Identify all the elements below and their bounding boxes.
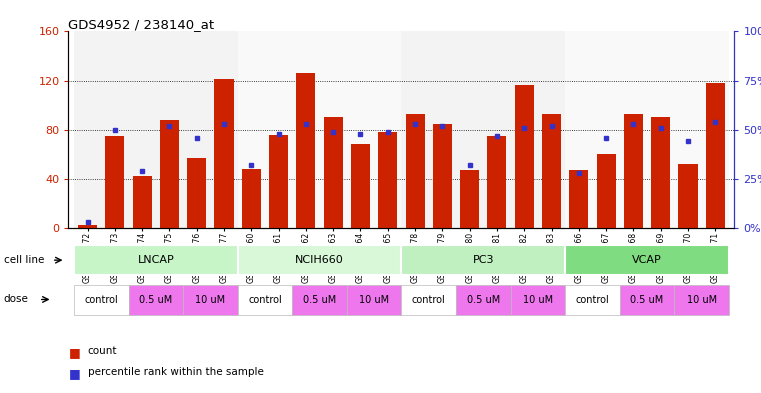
Bar (269, 134, 288, 228)
Text: 10 uM: 10 uM (523, 295, 553, 305)
Bar (105, 136, 125, 228)
Text: NCIH660: NCIH660 (295, 255, 344, 265)
Text: VCAP: VCAP (632, 255, 662, 265)
Bar (160, 120, 179, 228)
Bar (514, 86, 533, 228)
Text: LNCAP: LNCAP (138, 255, 174, 265)
Bar (187, 158, 206, 228)
Bar (183, 285, 237, 315)
Bar (651, 118, 670, 228)
Text: control: control (575, 295, 610, 305)
Bar (378, 132, 397, 228)
Text: control: control (84, 295, 118, 305)
Bar (237, 285, 292, 315)
Bar (565, 285, 619, 315)
Bar (347, 285, 402, 315)
Bar (705, 83, 724, 228)
Bar (74, 31, 237, 228)
Bar (74, 285, 129, 315)
Bar (129, 285, 183, 315)
Bar (296, 73, 316, 228)
Bar (542, 114, 561, 228)
Bar (323, 118, 342, 228)
Bar (511, 285, 565, 315)
Text: GDS4952 / 238140_at: GDS4952 / 238140_at (68, 18, 215, 31)
Bar (619, 285, 674, 315)
Bar (78, 226, 97, 228)
Text: ■: ■ (68, 367, 80, 380)
Bar (433, 123, 452, 228)
Bar (242, 169, 261, 228)
Bar (215, 79, 234, 228)
Bar (597, 154, 616, 228)
Bar (678, 164, 698, 228)
Text: ■: ■ (68, 346, 80, 359)
Bar (674, 285, 729, 315)
Bar (487, 136, 507, 228)
Bar (351, 144, 370, 228)
Text: 0.5 uM: 0.5 uM (630, 295, 664, 305)
Bar (624, 114, 643, 228)
Bar (237, 245, 402, 275)
Bar (569, 170, 588, 228)
Bar (456, 285, 511, 315)
Text: percentile rank within the sample: percentile rank within the sample (88, 367, 263, 377)
Text: 0.5 uM: 0.5 uM (303, 295, 336, 305)
Bar (402, 31, 565, 228)
Bar (132, 176, 151, 228)
Bar (292, 285, 347, 315)
Bar (460, 170, 479, 228)
Text: 10 uM: 10 uM (686, 295, 717, 305)
Text: 10 uM: 10 uM (359, 295, 389, 305)
Text: control: control (412, 295, 446, 305)
Text: 10 uM: 10 uM (196, 295, 225, 305)
Text: cell line: cell line (4, 255, 44, 265)
Bar (565, 31, 729, 228)
Text: PC3: PC3 (473, 255, 494, 265)
Bar (406, 114, 425, 228)
Text: dose: dose (4, 294, 29, 305)
Bar (565, 245, 729, 275)
Text: control: control (248, 295, 282, 305)
Text: 0.5 uM: 0.5 uM (466, 295, 500, 305)
Text: 0.5 uM: 0.5 uM (139, 295, 173, 305)
Bar (237, 31, 402, 228)
Bar (74, 245, 237, 275)
Text: count: count (88, 346, 117, 356)
Bar (402, 285, 456, 315)
Bar (402, 245, 565, 275)
